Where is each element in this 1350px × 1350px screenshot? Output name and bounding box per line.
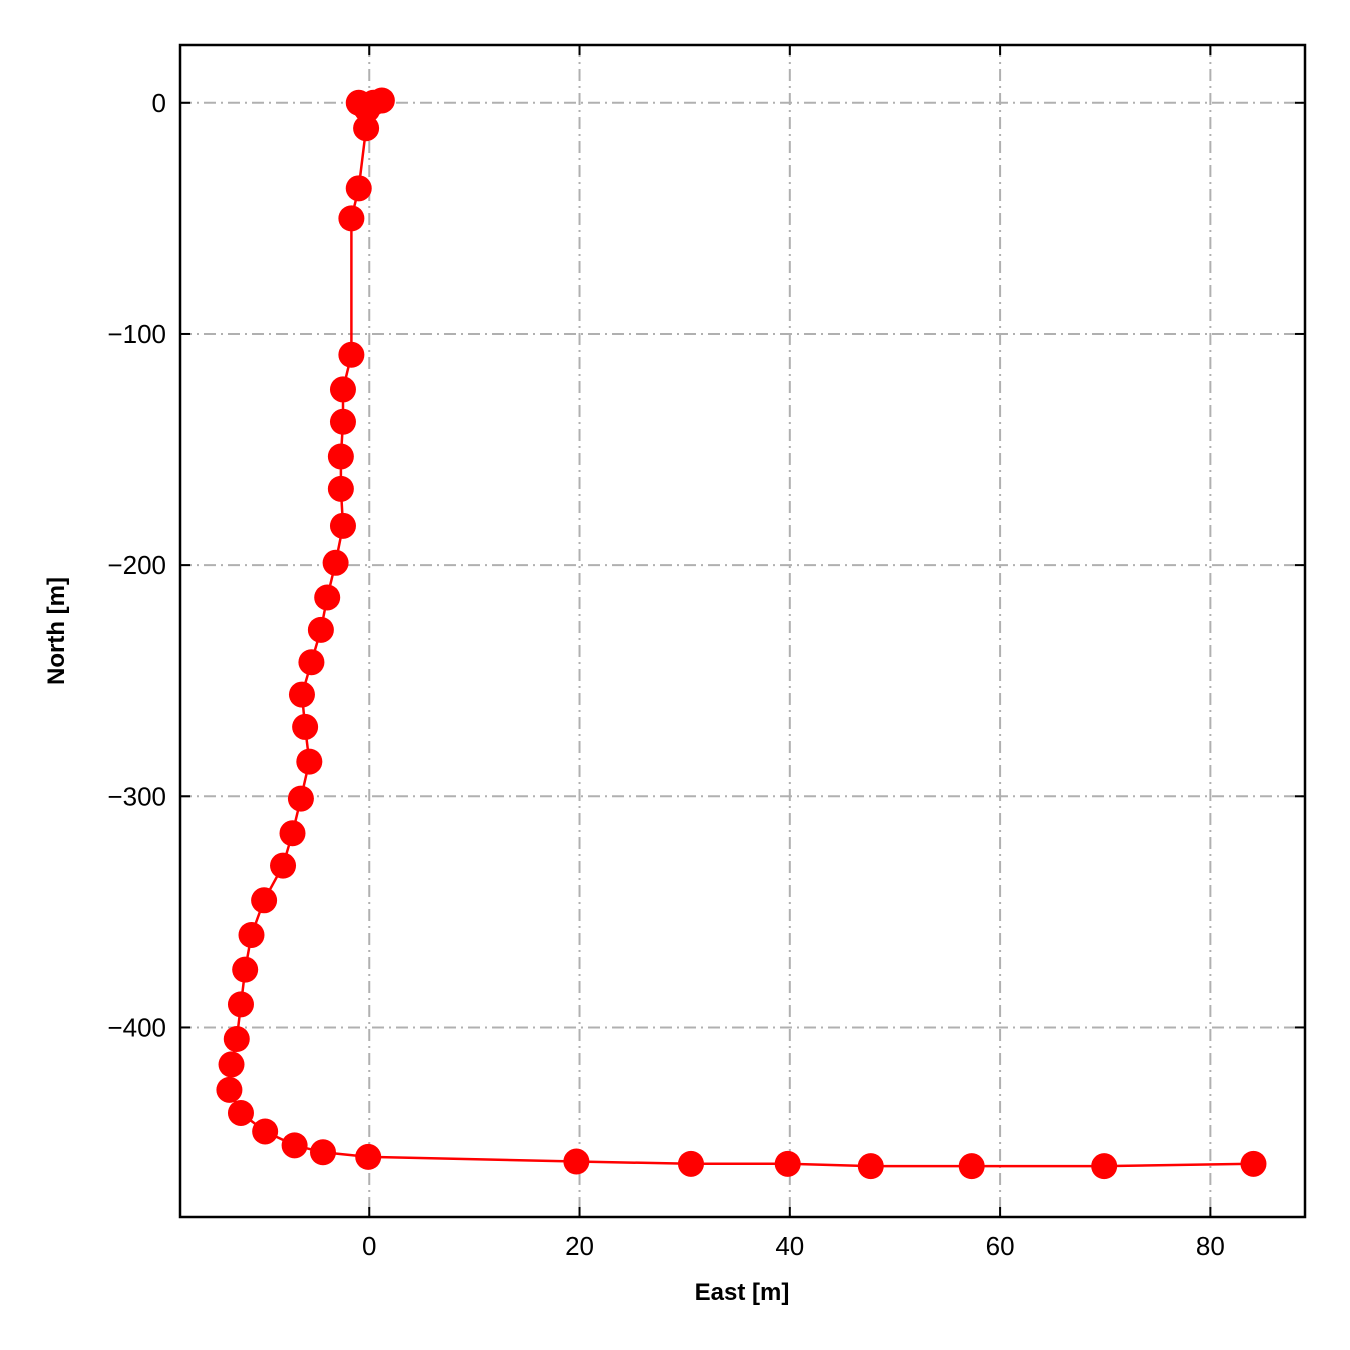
trajectory-point [281, 1132, 308, 1159]
x-tick-label: 40 [775, 1231, 804, 1261]
trajectory-point [322, 549, 349, 576]
trajectory-point [307, 616, 334, 643]
trajectory-point [309, 1139, 336, 1166]
trajectory-point [238, 921, 265, 948]
trajectory-point [958, 1153, 985, 1180]
trajectory-point [329, 512, 356, 539]
trajectory-point [279, 820, 306, 847]
y-axis-label: North [m] [43, 577, 70, 685]
trajectory-point [353, 115, 380, 142]
trajectory-point [774, 1150, 801, 1177]
ticks: 0 20 40 60 80 0 −100 −200 −300 −400 [107, 45, 1305, 1261]
trajectory-point [329, 376, 356, 403]
trajectory-point [355, 1143, 382, 1170]
trajectory-point [1240, 1150, 1267, 1177]
trajectory-point [251, 887, 278, 914]
trajectory-point [232, 956, 259, 983]
trajectory-point [338, 205, 365, 232]
y-tick-label: −200 [107, 550, 166, 580]
trajectory-point [327, 475, 354, 502]
x-tick-label: 60 [986, 1231, 1015, 1261]
trajectory-point [252, 1118, 279, 1145]
trajectory-point [296, 748, 323, 775]
trajectory-point [563, 1148, 590, 1175]
trajectory-point [270, 852, 297, 879]
trajectory-line [228, 99, 1254, 1168]
x-tick-label: 0 [362, 1231, 376, 1261]
trajectory-point [338, 341, 365, 368]
trajectory-point [857, 1153, 884, 1180]
trajectory-point [288, 681, 315, 708]
series-layer [216, 87, 1267, 1180]
trajectory-point [292, 713, 319, 740]
trajectory-point [677, 1150, 704, 1177]
grid [180, 45, 1305, 1217]
trajectory-point [327, 443, 354, 470]
trajectory-point [216, 1076, 243, 1103]
y-tick-label: 0 [152, 88, 166, 118]
trajectory-point [227, 991, 254, 1018]
trajectory-point [298, 649, 325, 676]
trajectory-point [329, 408, 356, 435]
y-tick-label: −100 [107, 319, 166, 349]
plot-frame [178, 43, 1307, 1219]
trajectory-point [287, 785, 314, 812]
x-axis-label: East [m] [695, 1279, 790, 1306]
trajectory-point [345, 175, 372, 202]
x-tick-label: 80 [1196, 1231, 1225, 1261]
trajectory-point [1091, 1153, 1118, 1180]
trajectory-point [227, 1099, 254, 1126]
y-tick-label: −300 [107, 781, 166, 811]
x-tick-label: 20 [565, 1231, 594, 1261]
trajectory-point [314, 584, 341, 611]
trajectory-point [223, 1026, 250, 1053]
y-tick-label: −400 [107, 1012, 166, 1042]
trajectory-point [354, 96, 381, 123]
trajectory-point [218, 1051, 245, 1078]
